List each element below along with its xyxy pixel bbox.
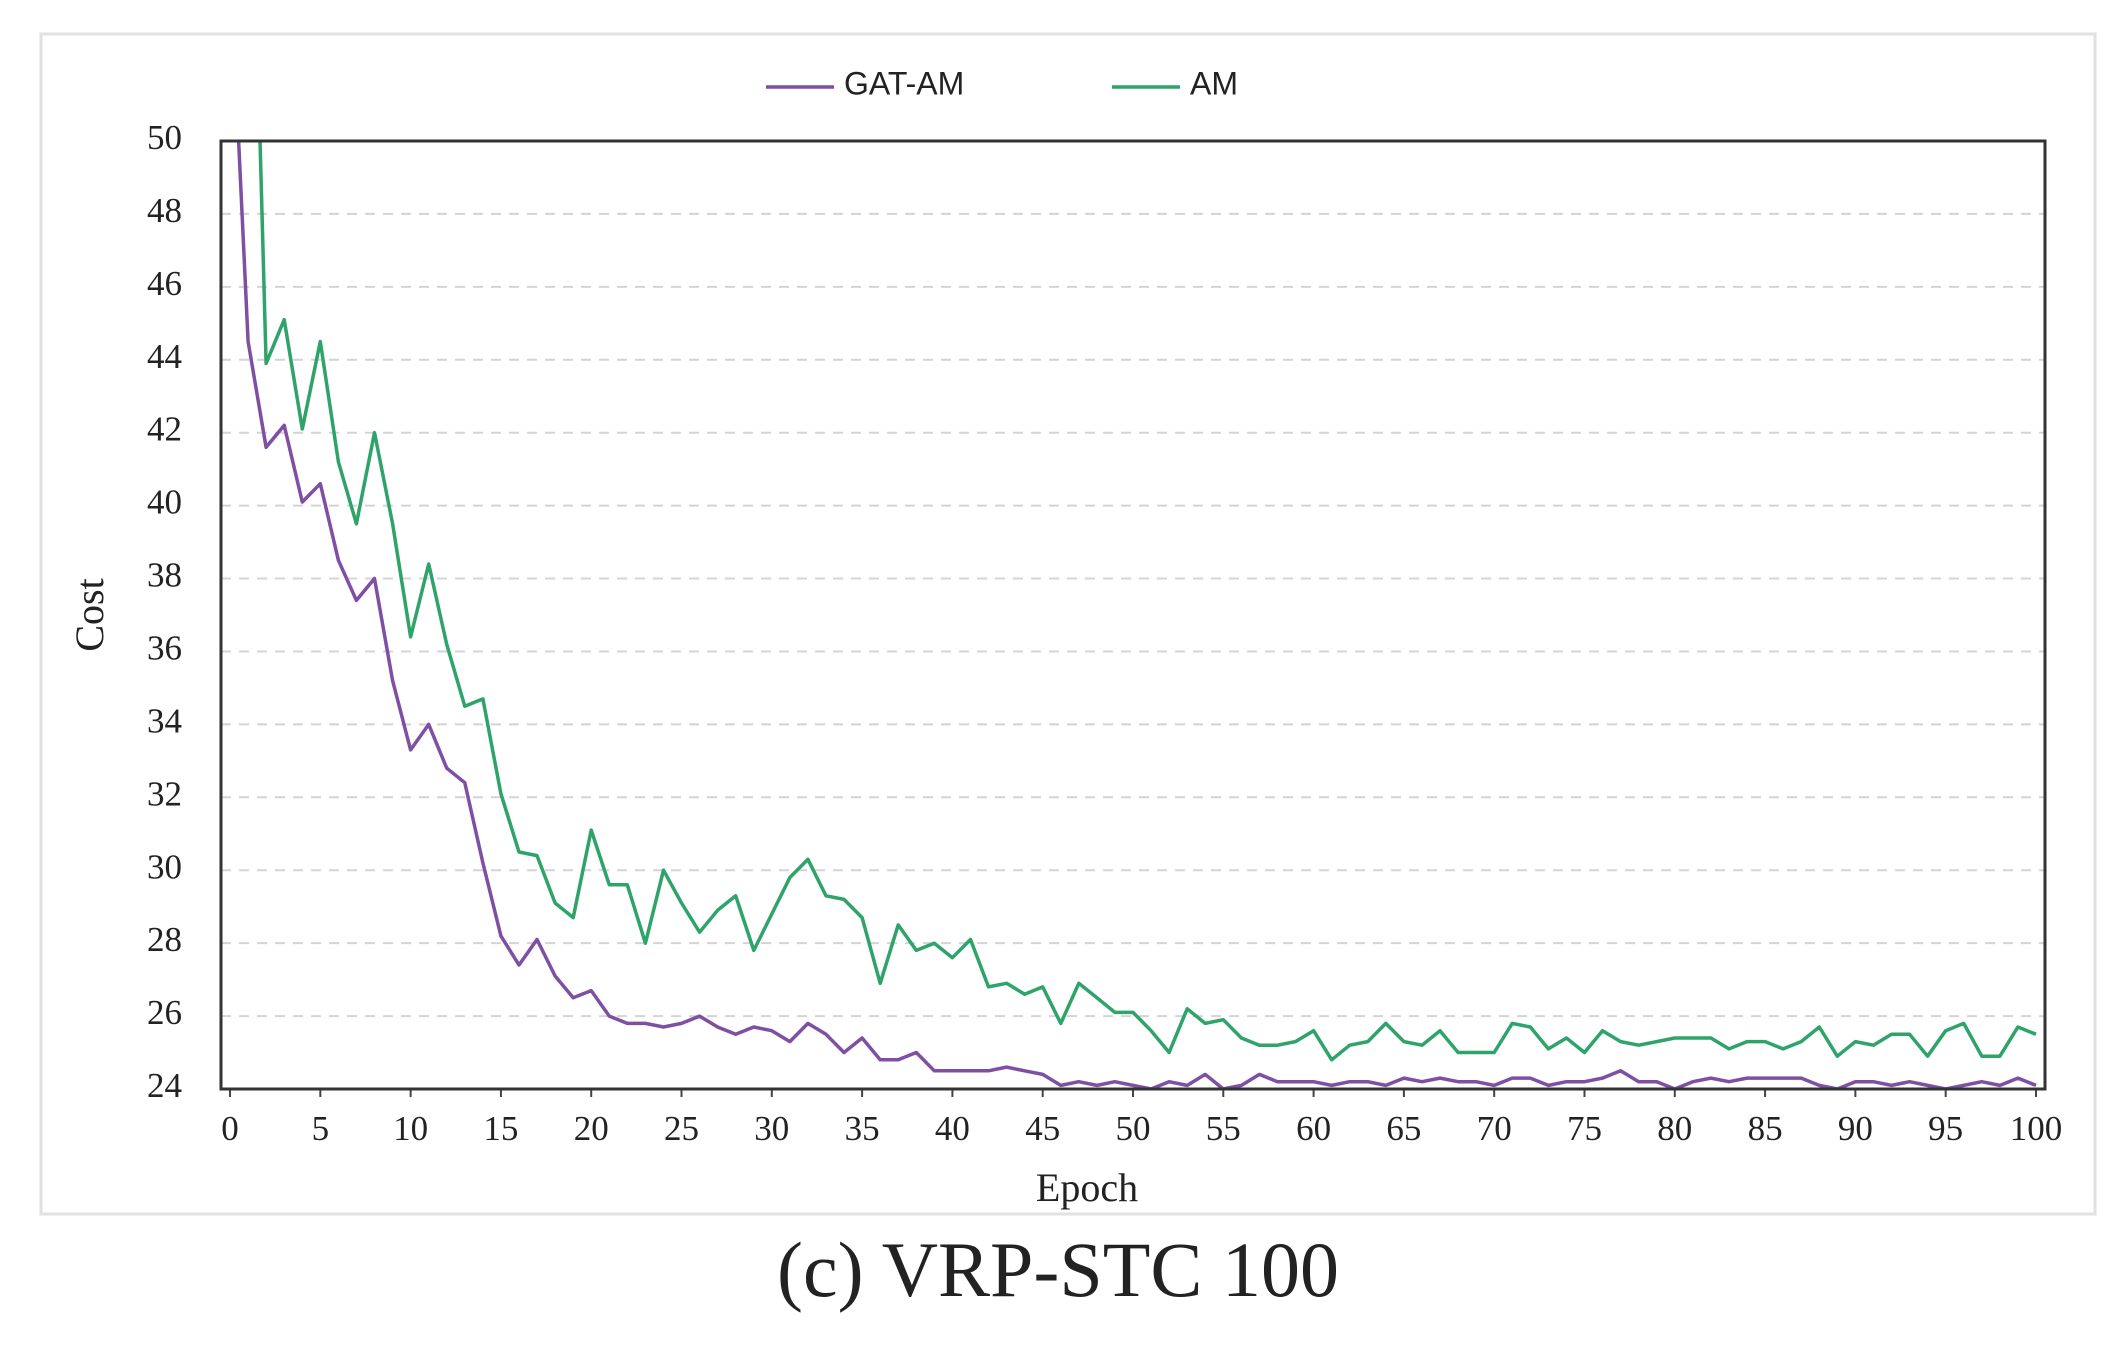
y-tick-label: 30 <box>147 847 182 886</box>
x-tick-label: 10 <box>393 1109 428 1148</box>
y-tick-label: 34 <box>147 701 182 740</box>
legend-label: GAT-AM <box>844 65 964 101</box>
plot-frame <box>219 139 2047 1091</box>
x-tick-label: 40 <box>935 1109 970 1148</box>
x-tick-label: 100 <box>2010 1109 2063 1148</box>
line-series <box>236 141 2037 1089</box>
x-tick-label: 5 <box>312 1109 330 1148</box>
x-tick-label: 70 <box>1477 1109 1512 1148</box>
y-tick-label: 50 <box>147 118 182 157</box>
x-tick-label: 55 <box>1206 1109 1241 1148</box>
y-tick-label: 40 <box>147 483 182 522</box>
y-tick-label: 26 <box>147 993 182 1032</box>
x-tick-label: 20 <box>574 1109 609 1148</box>
y-tick-label: 44 <box>147 337 182 376</box>
y-tick-label: 42 <box>147 410 182 449</box>
y-tick-label: 48 <box>147 191 182 230</box>
line-series <box>258 141 2037 1062</box>
x-tick-label: 35 <box>845 1109 880 1148</box>
x-tick-label: 25 <box>664 1109 699 1148</box>
x-tick-label: 65 <box>1386 1109 1421 1148</box>
y-tick-label: 24 <box>147 1066 182 1105</box>
x-axis-title: Epoch <box>1036 1165 1138 1210</box>
frame <box>39 32 2097 1216</box>
caption: (c) VRP-STC 100 <box>777 1226 1339 1313</box>
x-tick-label: 95 <box>1928 1109 1963 1148</box>
x-tick-label: 80 <box>1657 1109 1692 1148</box>
x-tick-label: 50 <box>1116 1109 1151 1148</box>
y-tick-label: 28 <box>147 920 182 959</box>
x-tick-label: 0 <box>221 1109 239 1148</box>
y-tick-label: 38 <box>147 556 182 595</box>
y-axis-title: Cost <box>67 578 112 651</box>
x-tick-label: 60 <box>1296 1109 1331 1148</box>
y-tick-label: 36 <box>147 628 182 667</box>
y-tick-label: 46 <box>147 264 182 303</box>
x-tick-label: 85 <box>1748 1109 1783 1148</box>
x-tick-label: 75 <box>1567 1109 1602 1148</box>
x-tick-label: 45 <box>1025 1109 1060 1148</box>
x-tick-label: 30 <box>754 1109 789 1148</box>
plot-lines <box>236 141 2037 1089</box>
x-tick-label: 15 <box>483 1109 518 1148</box>
legend-label: AM <box>1190 65 1238 101</box>
x-tick-label: 90 <box>1838 1109 1873 1148</box>
y-tick-label: 32 <box>147 774 182 813</box>
